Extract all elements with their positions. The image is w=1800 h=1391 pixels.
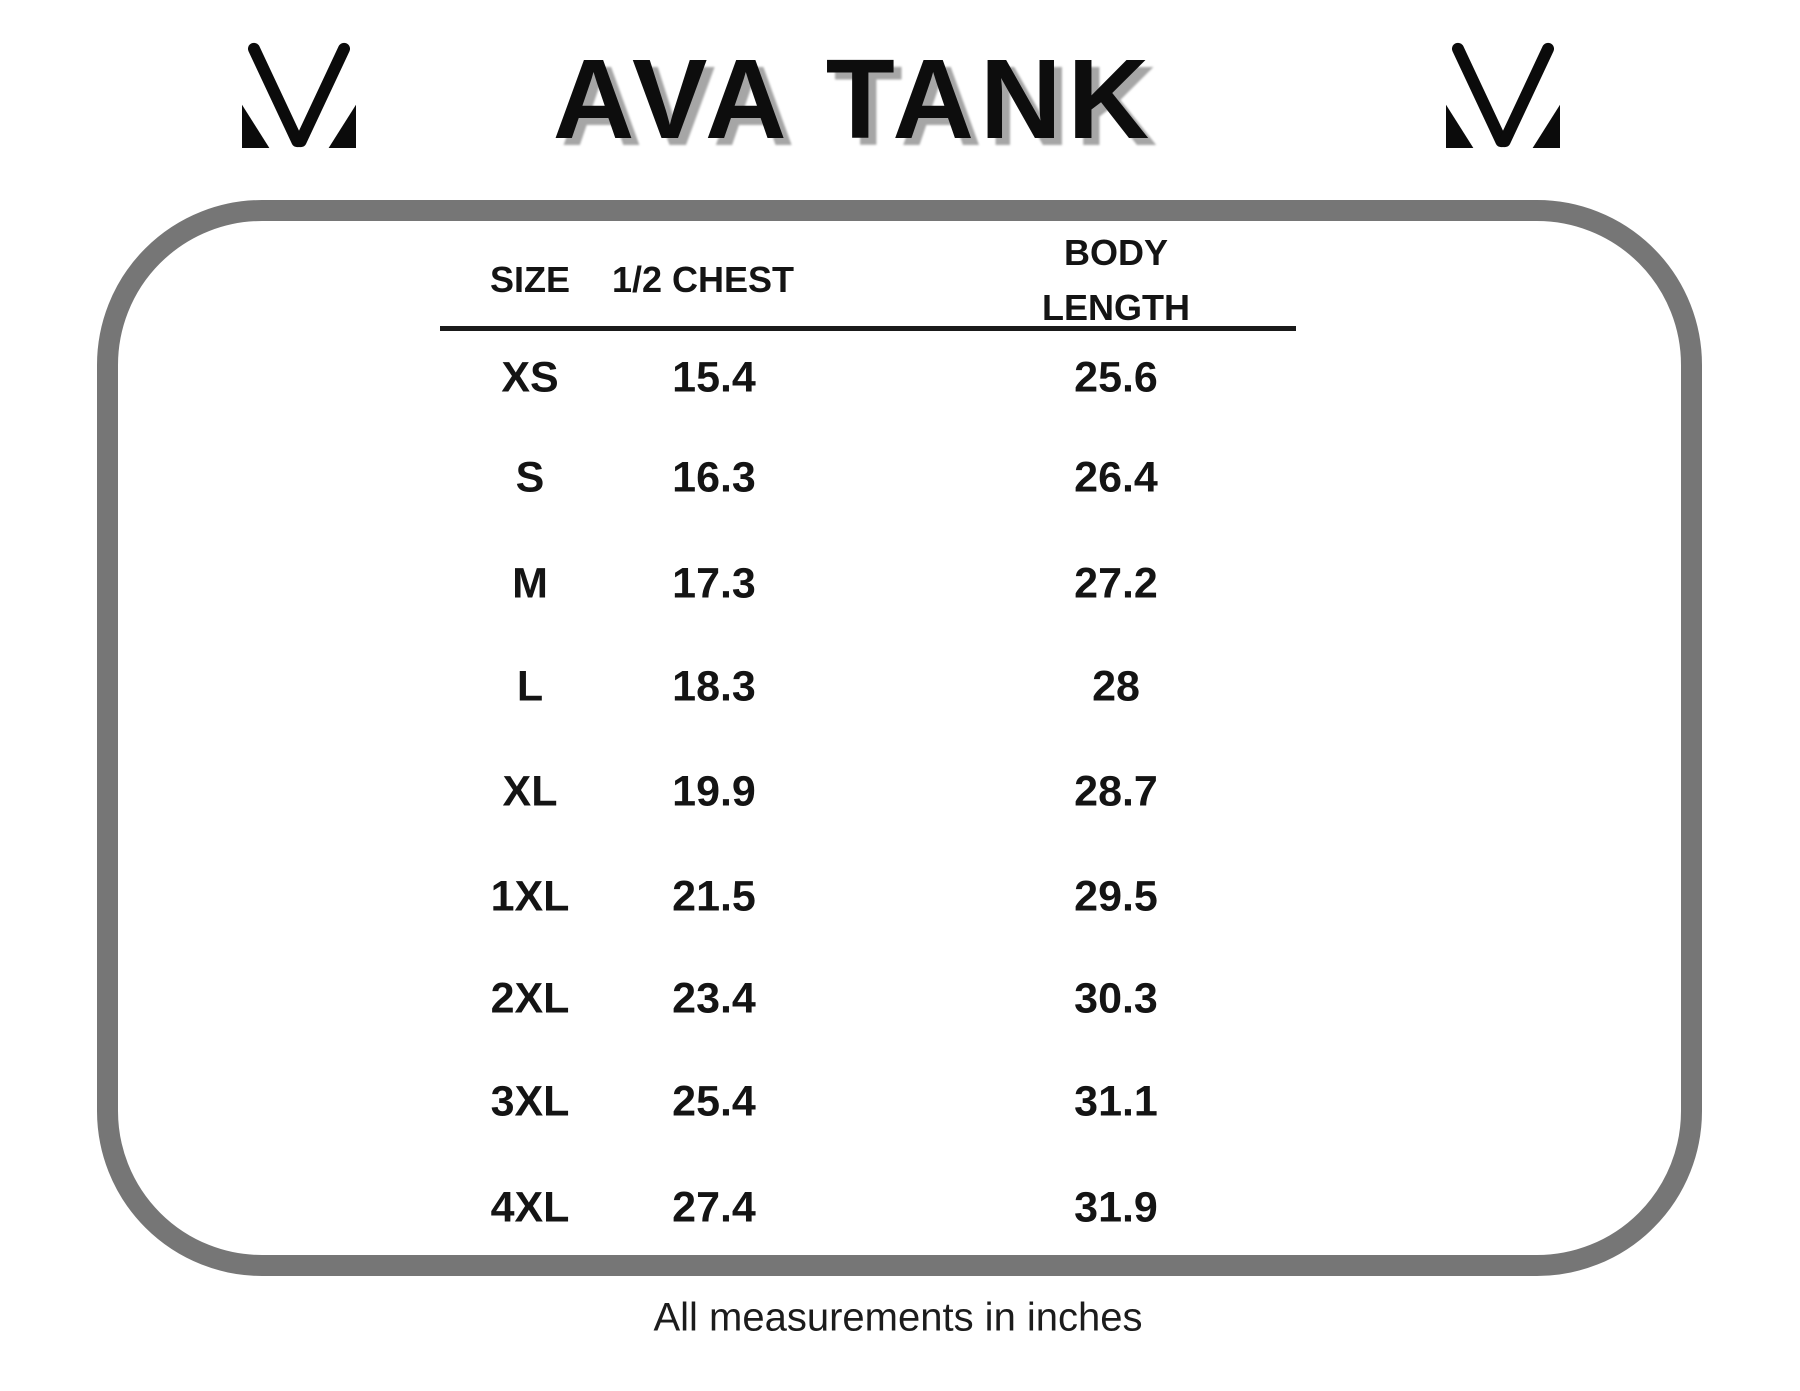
length-cell: 31.1	[1074, 1077, 1158, 1126]
size-cell: 3XL	[490, 1077, 570, 1126]
size-cell: 2XL	[490, 974, 570, 1023]
length-cell: 25.6	[1074, 353, 1158, 402]
chest-cell: 15.4	[672, 353, 756, 402]
size-cell: L	[516, 662, 544, 711]
chest-cell: 18.3	[672, 662, 756, 711]
length-cell: 31.9	[1074, 1183, 1158, 1232]
chest-cell: 27.4	[672, 1183, 756, 1232]
brand-monogram-icon	[1446, 42, 1560, 148]
chest-cell: 23.4	[672, 974, 756, 1023]
size-cell: XL	[502, 767, 558, 816]
length-cell: 29.5	[1074, 872, 1158, 921]
header-divider	[440, 326, 1296, 331]
units-note: All measurements in inches	[653, 1295, 1143, 1340]
length-cell: 26.4	[1074, 453, 1158, 502]
col-header-length: BODY LENGTH	[1042, 232, 1190, 328]
size-chart-border	[97, 200, 1702, 1276]
size-cell: S	[515, 453, 545, 502]
chest-cell: 19.9	[672, 767, 756, 816]
length-cell: 27.2	[1074, 559, 1158, 608]
length-cell: 28	[1092, 662, 1140, 711]
chest-cell: 21.5	[672, 872, 756, 921]
length-cell: 28.7	[1074, 767, 1158, 816]
size-cell: XS	[501, 353, 559, 402]
chest-cell: 16.3	[672, 453, 756, 502]
size-cell: M	[512, 559, 548, 608]
page-title: AVA TANK	[552, 36, 1156, 162]
col-header-chest: 1/2 CHEST	[611, 259, 795, 300]
col-header-size: SIZE	[489, 259, 571, 300]
chest-cell: 17.3	[672, 559, 756, 608]
size-cell: 4XL	[490, 1183, 570, 1232]
chest-cell: 25.4	[672, 1077, 756, 1126]
length-cell: 30.3	[1074, 974, 1158, 1023]
size-cell: 1XL	[490, 872, 570, 921]
brand-monogram-icon	[242, 42, 356, 148]
